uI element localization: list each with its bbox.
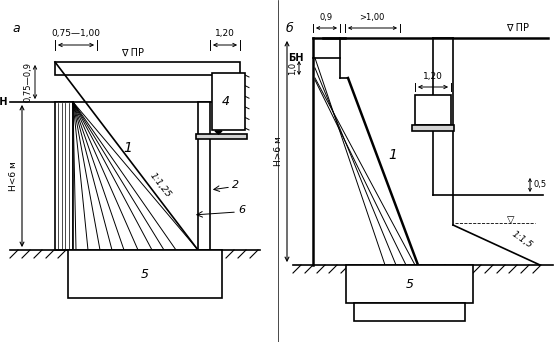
Bar — [196, 134, 247, 139]
Bar — [412, 125, 454, 131]
Text: 0,75—0,9: 0,75—0,9 — [23, 62, 32, 102]
Text: 5: 5 — [141, 267, 149, 280]
Text: а: а — [12, 22, 19, 35]
Bar — [212, 73, 245, 130]
Polygon shape — [73, 102, 198, 250]
Text: 1,0: 1,0 — [288, 62, 297, 75]
Text: ∇ ПР: ∇ ПР — [507, 23, 529, 33]
Text: ∇ ПР: ∇ ПР — [122, 48, 145, 58]
Text: 2: 2 — [232, 180, 239, 190]
Text: 1,20: 1,20 — [215, 29, 235, 38]
Text: 0,75—1,00: 0,75—1,00 — [52, 29, 101, 38]
Text: 1: 1 — [123, 141, 132, 155]
Bar — [55, 62, 240, 75]
Text: БН: БН — [0, 97, 8, 107]
Text: 0,5: 0,5 — [533, 181, 546, 189]
Bar — [346, 265, 473, 303]
Text: 4: 4 — [221, 95, 230, 108]
Text: 0,9: 0,9 — [320, 13, 333, 22]
Bar — [55, 102, 73, 250]
Polygon shape — [215, 131, 222, 134]
Text: H<6 м: H<6 м — [9, 161, 18, 191]
Text: 1:1,25: 1:1,25 — [148, 171, 173, 199]
Bar — [198, 102, 210, 250]
Text: б: б — [286, 22, 294, 35]
Text: БН: БН — [288, 53, 304, 63]
Text: 1:1,5: 1:1,5 — [510, 230, 534, 250]
Text: 1: 1 — [389, 148, 398, 162]
Bar — [415, 95, 451, 125]
Text: H>6 м: H>6 м — [274, 136, 283, 167]
Text: >1,00: >1,00 — [359, 13, 385, 22]
Bar — [354, 303, 465, 321]
Text: 5: 5 — [405, 277, 414, 290]
Bar — [68, 250, 222, 298]
Text: 1,20: 1,20 — [423, 72, 443, 81]
Text: ▽: ▽ — [507, 215, 515, 225]
Text: 6: 6 — [238, 205, 245, 215]
